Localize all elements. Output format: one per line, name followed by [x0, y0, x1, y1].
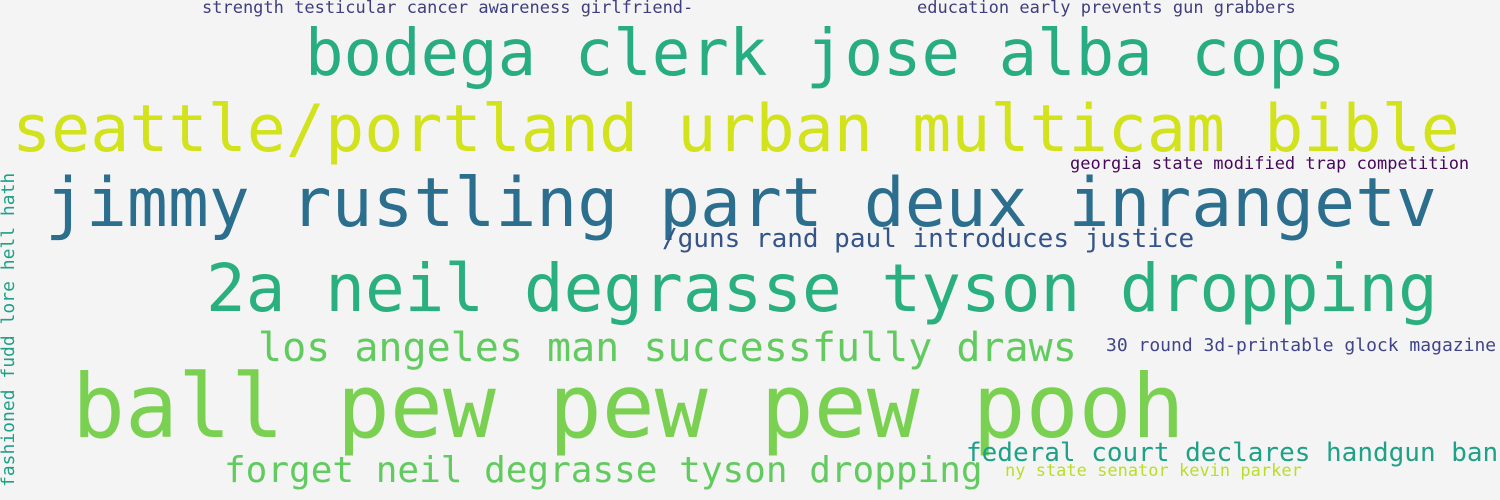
word-georgia-state: georgia state modified trap competition [1070, 154, 1470, 174]
word-30-round-glock: 30 round 3d-printable glock magazine [1106, 335, 1497, 356]
word-2a-neil-degrasse: 2a neil degrasse tyson dropping [206, 250, 1438, 327]
word-forget-neil: forget neil degrasse tyson dropping [224, 450, 983, 491]
word-guns-rand-paul: /guns rand paul introduces justice [662, 224, 1195, 254]
word-jimmy-rustling: jimmy rustling part deux inrangetv [45, 164, 1437, 243]
word-strength-testicular-cancer: strength testicular cancer awareness gir… [202, 0, 694, 18]
word-education-early-prevents: education early prevents gun grabbers [917, 0, 1296, 18]
word-bodega-clerk: bodega clerk jose alba cops [305, 17, 1346, 91]
word-ny-state-senator: ny state senator kevin parker [1005, 461, 1302, 481]
word-los-angeles: los angeles man successfully draws [258, 325, 1077, 371]
word-ball-pew-pew: ball pew pew pew pooh [72, 355, 1185, 458]
word-federal-court: federal court declares handgun ban [966, 438, 1499, 468]
word-seattle-portland: seattle/portland urban multicam bible [12, 92, 1460, 167]
word-fashioned-fudd-lore: fashioned fudd lore hell hath [0, 172, 19, 487]
